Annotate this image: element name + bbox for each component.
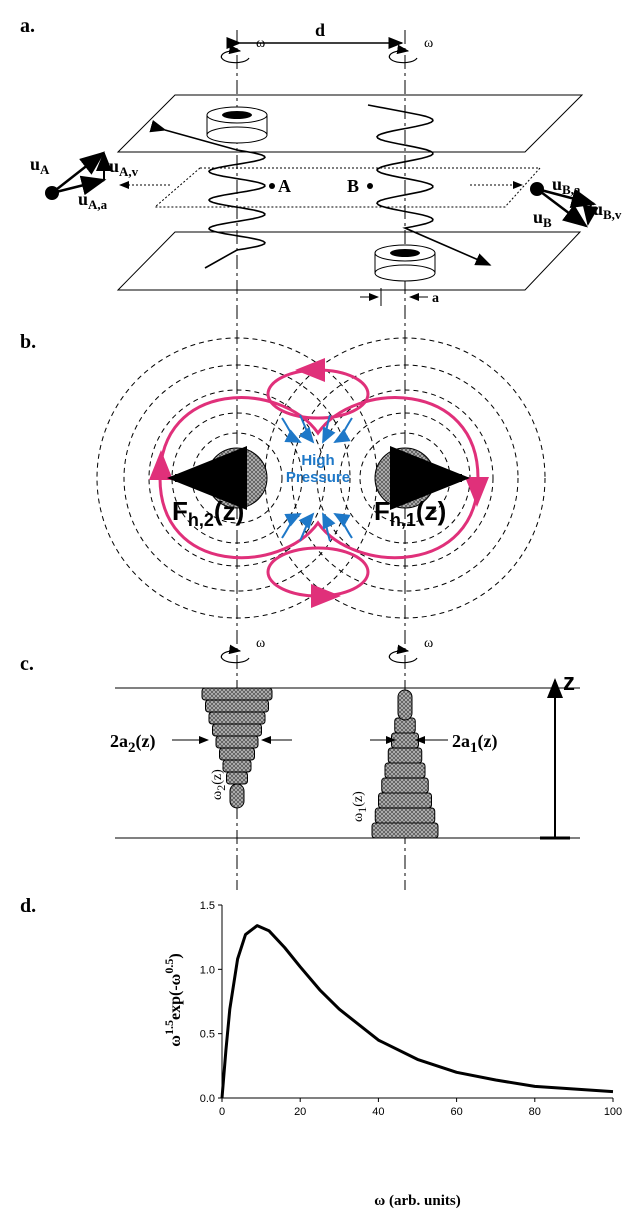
x-tick-label: 60 xyxy=(450,1106,462,1118)
layer xyxy=(202,688,272,700)
x-axis-label: ω (arb. units) xyxy=(374,1193,460,1209)
vector xyxy=(588,204,591,224)
plane xyxy=(118,95,582,152)
omega: ω xyxy=(424,636,433,651)
omega: ω xyxy=(256,636,265,651)
annotation: Pressure xyxy=(286,469,350,486)
y-label-part: ω xyxy=(167,1035,184,1047)
offset-label: a xyxy=(432,291,439,306)
rotation xyxy=(389,51,417,63)
panel-label: a. xyxy=(20,15,35,37)
y-label-part: 1.5 xyxy=(162,1020,176,1035)
x-tick-label: 40 xyxy=(372,1106,384,1118)
layer xyxy=(209,712,265,724)
y-tick-label: 1.5 xyxy=(200,900,215,912)
y-tick-label: 0.5 xyxy=(200,1029,215,1041)
radius-label: 2a2(z) xyxy=(110,731,155,756)
layer xyxy=(382,778,429,793)
panel-label: d. xyxy=(20,895,36,917)
vector-label: uB,v xyxy=(593,199,622,222)
vector-label: uA,a xyxy=(78,189,108,212)
point-label: B xyxy=(347,176,359,196)
omega: ω xyxy=(256,36,265,51)
flow-loop xyxy=(268,370,368,418)
vector-label: uB xyxy=(533,207,552,230)
ring xyxy=(375,245,435,281)
layer xyxy=(375,808,435,823)
annotation: High xyxy=(301,452,334,469)
layer xyxy=(223,760,251,772)
axis-label: z xyxy=(563,669,575,696)
panel-label: c. xyxy=(20,653,34,675)
vector-label: uA xyxy=(30,154,50,177)
omega-label: ω2(z) xyxy=(210,769,228,800)
layer xyxy=(392,733,419,748)
point-label: A xyxy=(278,176,291,196)
vortex-stack xyxy=(372,690,438,838)
rotation xyxy=(221,51,249,63)
panel-label: b. xyxy=(20,331,36,353)
y-label-part: exp(-ω xyxy=(167,973,184,1020)
y-tick-label: 0.0 xyxy=(200,1093,215,1105)
point xyxy=(269,183,275,189)
layer xyxy=(213,724,262,736)
layer xyxy=(216,736,258,748)
x-tick-label: 20 xyxy=(294,1106,306,1118)
y-label-part: ) xyxy=(167,953,184,958)
layer xyxy=(379,793,432,808)
omega-label: ω1(z) xyxy=(351,791,369,822)
y-tick-label: 1.0 xyxy=(200,964,215,976)
y-axis-label: ω1.5exp(-ω0.5) xyxy=(162,953,184,1046)
distance-label: d xyxy=(315,20,325,40)
ring xyxy=(207,107,267,143)
rotation xyxy=(389,651,417,663)
curve xyxy=(222,926,613,1098)
layer xyxy=(227,772,248,784)
flow-loop xyxy=(268,548,368,596)
y-label-part: 0.5 xyxy=(162,959,176,974)
layer xyxy=(385,763,425,778)
x-tick-label: 100 xyxy=(604,1106,622,1118)
vector-label: uA,v xyxy=(109,156,139,179)
rotation xyxy=(221,651,249,663)
point xyxy=(367,183,373,189)
vortex-line xyxy=(165,130,265,268)
layer xyxy=(398,690,412,720)
omega: ω xyxy=(424,36,433,51)
figure: a. d ω ω A B uA uA,v uA,a uB,a uB uB,v a… xyxy=(0,0,641,1214)
radius-label: 2a1(z) xyxy=(452,731,497,756)
layer xyxy=(220,748,255,760)
layer xyxy=(206,700,269,712)
layer xyxy=(372,823,438,838)
force-label: Fh,2(z) xyxy=(172,496,244,530)
plane xyxy=(118,232,580,290)
x-tick-label: 0 xyxy=(219,1106,225,1118)
x-tick-label: 80 xyxy=(529,1106,541,1118)
vortex-stack xyxy=(202,688,272,808)
layer xyxy=(230,784,244,808)
layer xyxy=(388,748,422,763)
vector-label: uB,a xyxy=(552,174,581,197)
